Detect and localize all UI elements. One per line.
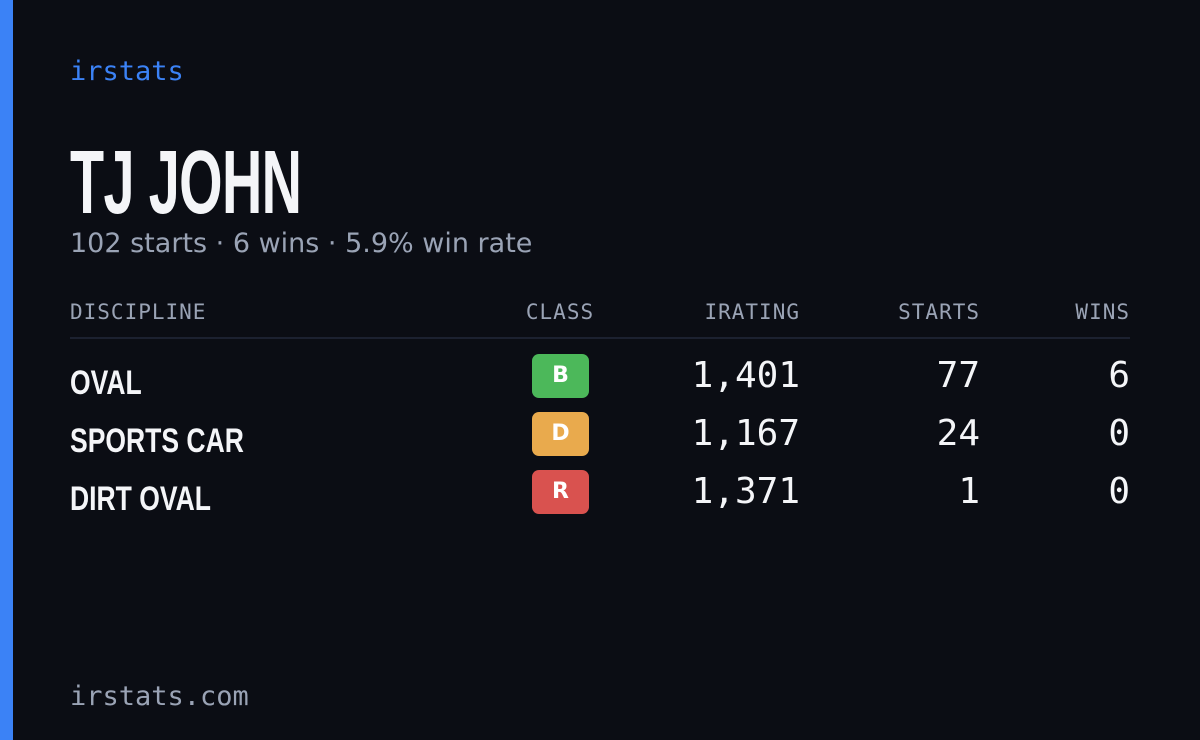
brand: irstats [70, 56, 184, 87]
starts-value: 24 [936, 413, 980, 454]
accent-bar [0, 0, 13, 740]
irating-value: 1,371 [691, 471, 800, 512]
starts-value: 1 [958, 471, 980, 512]
footer: irstats.com [70, 681, 249, 712]
wins-value: 0 [1108, 413, 1130, 454]
column-header: DISCIPLINE [70, 300, 207, 324]
irating-value: 1,167 [691, 413, 800, 454]
driver-summary: 102 starts · 6 wins · 5.9% win rate [70, 228, 533, 259]
discipline: OVAL [70, 364, 142, 402]
starts-value: 77 [936, 355, 980, 396]
column-header: CLASS [525, 300, 595, 324]
irating-value: 1,401 [691, 355, 800, 396]
wins-value: 0 [1108, 471, 1130, 512]
discipline: SPORTS CAR [70, 422, 244, 460]
class-badge: B [532, 354, 589, 398]
driver-name: TJ JOHN [70, 133, 302, 233]
wins-value: 6 [1108, 355, 1130, 396]
column-header: WINS [1075, 300, 1130, 324]
discipline: DIRT OVAL [70, 480, 211, 518]
column-header: IRATING [704, 300, 800, 324]
column-header: STARTS [898, 300, 980, 324]
class-badge: D [532, 412, 589, 456]
class-badge: R [532, 470, 589, 514]
header-rule [70, 337, 1130, 339]
